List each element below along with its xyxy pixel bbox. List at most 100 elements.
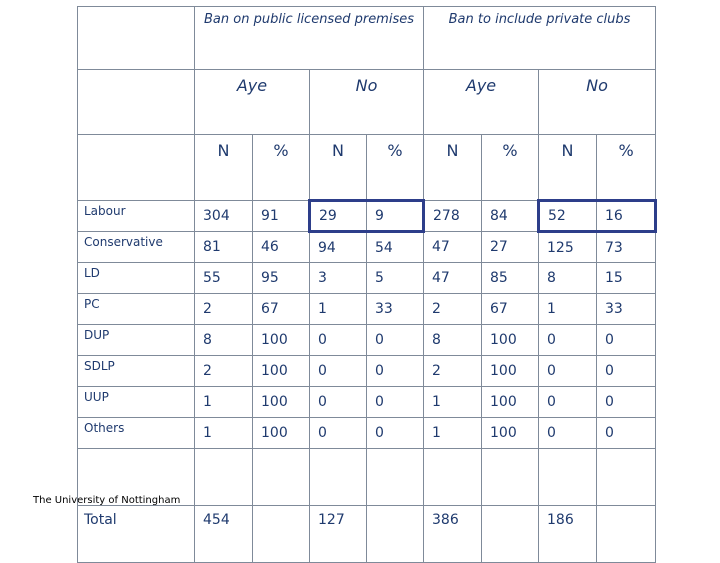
column-header-pct: % (596, 134, 657, 201)
total-aye-public: 454 (194, 505, 253, 563)
header-row-n-pct: N % N % N % N % (77, 134, 657, 201)
value-cell: 2 (194, 293, 253, 325)
subheader-aye: Aye (423, 69, 540, 135)
table-row-total: Total 454 127 386 186 (77, 505, 657, 563)
corner-cell (77, 69, 195, 135)
value-cell: 0 (365, 355, 425, 387)
empty-cell (365, 448, 425, 506)
empty-cell (423, 448, 483, 506)
column-header-n: N (538, 134, 598, 201)
value-cell: 0 (538, 324, 598, 356)
empty-cell (77, 448, 195, 506)
value-cell: 1 (194, 417, 253, 449)
value-cell: 84 (481, 200, 540, 232)
value-cell: 73 (596, 231, 657, 263)
value-cell: 46 (252, 231, 310, 263)
highlighted-value-cell: 9 (365, 199, 426, 233)
highlighted-value-cell: 16 (596, 199, 658, 233)
value-cell: 81 (194, 231, 253, 263)
party-label: PC (77, 293, 195, 325)
value-cell: 0 (309, 324, 367, 356)
value-cell: 0 (538, 355, 598, 387)
table-row-sdlp: SDLP 2 100 0 0 2 100 0 0 (77, 355, 657, 387)
value-cell: 2 (423, 355, 483, 387)
value-cell: 1 (423, 417, 483, 449)
column-header-pct: % (252, 134, 310, 201)
total-no-public: 127 (309, 505, 367, 563)
value-cell: 100 (481, 386, 540, 418)
value-cell: 0 (365, 324, 425, 356)
empty-cell (481, 448, 540, 506)
party-label: UUP (77, 386, 195, 418)
party-label: LD (77, 262, 195, 294)
total-empty-cell (596, 505, 657, 563)
value-cell: 85 (481, 262, 540, 294)
value-cell: 91 (252, 200, 310, 232)
group-header-private-clubs: Ban to include private clubs (423, 6, 657, 70)
value-cell: 8 (194, 324, 253, 356)
header-row-groups: Ban on public licensed premises Ban to i… (77, 6, 657, 70)
empty-cell (596, 448, 657, 506)
empty-cell (194, 448, 253, 506)
corner-cell (77, 6, 195, 70)
table-row-others: Others 1 100 0 0 1 100 0 0 (77, 417, 657, 449)
corner-cell (77, 134, 195, 201)
value-cell: 1 (194, 386, 253, 418)
empty-cell (309, 448, 367, 506)
column-header-pct: % (365, 134, 425, 201)
value-cell: 1 (423, 386, 483, 418)
value-cell: 8 (423, 324, 483, 356)
value-cell: 0 (596, 417, 657, 449)
value-cell: 55 (194, 262, 253, 294)
party-label: Conservative (77, 231, 195, 263)
total-aye-private: 386 (423, 505, 483, 563)
value-cell: 27 (481, 231, 540, 263)
empty-cell (538, 448, 598, 506)
table-row-dup: DUP 8 100 0 0 8 100 0 0 (77, 324, 657, 356)
subheader-no: No (538, 69, 657, 135)
value-cell: 33 (365, 293, 425, 325)
value-cell: 0 (309, 355, 367, 387)
table-row-pc: PC 2 67 1 33 2 67 1 33 (77, 293, 657, 325)
column-header-n: N (423, 134, 483, 201)
header-row-aye-no: Aye No Aye No (77, 69, 657, 135)
vote-table: Ban on public licensed premises Ban to i… (77, 6, 658, 563)
highlighted-value-cell: 52 (537, 199, 598, 233)
value-cell: 33 (596, 293, 657, 325)
value-cell: 0 (309, 417, 367, 449)
value-cell: 0 (596, 386, 657, 418)
table-row-uup: UUP 1 100 0 0 1 100 0 0 (77, 386, 657, 418)
party-label: Labour (77, 200, 195, 232)
value-cell: 0 (365, 386, 425, 418)
value-cell: 1 (538, 293, 598, 325)
value-cell: 0 (596, 324, 657, 356)
value-cell: 100 (252, 386, 310, 418)
value-cell: 100 (481, 324, 540, 356)
total-empty-cell (365, 505, 425, 563)
party-label: DUP (77, 324, 195, 356)
value-cell: 0 (538, 386, 598, 418)
table-row-ld: LD 55 95 3 5 47 85 8 15 (77, 262, 657, 294)
value-cell: 304 (194, 200, 253, 232)
value-cell: 125 (538, 231, 598, 263)
value-cell: 47 (423, 262, 483, 294)
value-cell: 278 (423, 200, 483, 232)
value-cell: 94 (309, 231, 367, 263)
table-row-conservative: Conservative 81 46 94 54 47 27 125 73 (77, 231, 657, 263)
value-cell: 100 (252, 355, 310, 387)
value-cell: 1 (309, 293, 367, 325)
table-row-empty (77, 448, 657, 506)
value-cell: 8 (538, 262, 598, 294)
value-cell: 54 (365, 231, 425, 263)
university-footer: The University of Nottingham (33, 495, 181, 506)
column-header-n: N (194, 134, 253, 201)
value-cell: 0 (365, 417, 425, 449)
party-label: SDLP (77, 355, 195, 387)
column-header-n: N (309, 134, 367, 201)
total-label: Total (77, 505, 195, 563)
value-cell: 3 (309, 262, 367, 294)
value-cell: 0 (596, 355, 657, 387)
highlighted-value-cell: 29 (308, 199, 367, 233)
empty-cell (252, 448, 310, 506)
value-cell: 67 (252, 293, 310, 325)
